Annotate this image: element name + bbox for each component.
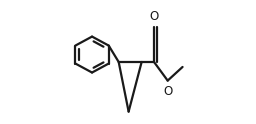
Text: O: O [163, 85, 172, 98]
Text: O: O [150, 10, 159, 23]
